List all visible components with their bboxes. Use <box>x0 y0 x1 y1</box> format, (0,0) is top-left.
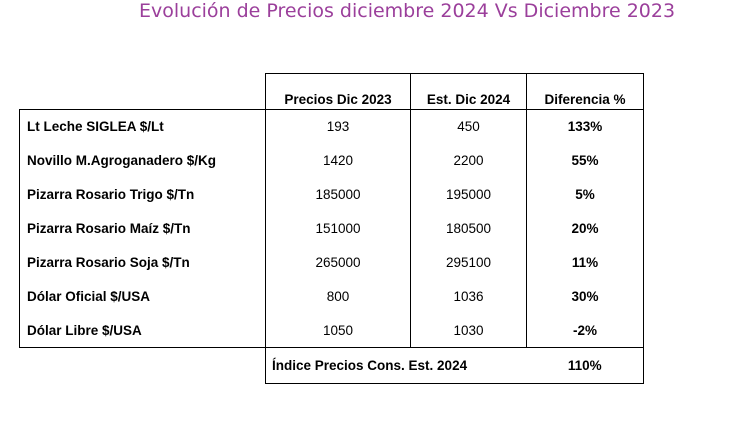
row-label: Dólar Libre $/USA <box>19 313 266 348</box>
difference-cell: 30% <box>526 279 644 314</box>
price-2024-cell: 1036 <box>410 279 527 314</box>
price-2024-cell: 2200 <box>410 143 527 178</box>
table-row: Pizarra Rosario Maíz $/Tn 151000 180500 … <box>19 211 644 246</box>
price-2024-cell: 195000 <box>410 177 527 212</box>
price-2023-cell: 800 <box>265 279 411 314</box>
page-title: Evolución de Precios diciembre 2024 Vs D… <box>139 0 676 22</box>
price-comparison-table: Precios Dic 2023 Est. Dic 2024 Diferenci… <box>19 73 644 384</box>
cpi-value: 110% <box>526 347 644 384</box>
footer-blank-cell <box>20 348 266 384</box>
cpi-label: Índice Precios Cons. Est. 2024 <box>265 347 527 384</box>
price-2024-cell: 295100 <box>410 245 527 280</box>
header-prices-2023: Precios Dic 2023 <box>265 73 411 110</box>
difference-cell: 5% <box>526 177 644 212</box>
price-2023-cell: 151000 <box>265 211 411 246</box>
table-row: Pizarra Rosario Trigo $/Tn 185000 195000… <box>19 177 644 212</box>
difference-cell: -2% <box>526 313 644 348</box>
price-2024-cell: 180500 <box>410 211 527 246</box>
table-footer-row: Índice Precios Cons. Est. 2024 110% <box>20 347 644 384</box>
row-label: Pizarra Rosario Trigo $/Tn <box>19 177 266 212</box>
table-header-row: Precios Dic 2023 Est. Dic 2024 Diferenci… <box>20 73 644 110</box>
header-est-2024: Est. Dic 2024 <box>410 73 527 110</box>
table-row: Dólar Oficial $/USA 800 1036 30% <box>19 279 644 314</box>
price-2024-cell: 1030 <box>410 313 527 348</box>
row-label: Novillo M.Agroganadero $/Kg <box>19 143 266 178</box>
row-label: Lt Leche SIGLEA $/Lt <box>19 109 266 144</box>
price-2023-cell: 185000 <box>265 177 411 212</box>
row-label: Pizarra Rosario Maíz $/Tn <box>19 211 266 246</box>
header-blank-cell <box>20 74 266 110</box>
price-2023-cell: 1050 <box>265 313 411 348</box>
difference-cell: 20% <box>526 211 644 246</box>
price-2023-cell: 193 <box>265 109 411 144</box>
price-2023-cell: 1420 <box>265 143 411 178</box>
table-row: Lt Leche SIGLEA $/Lt 193 450 133% <box>19 109 644 144</box>
difference-cell: 11% <box>526 245 644 280</box>
table-row: Novillo M.Agroganadero $/Kg 1420 2200 55… <box>19 143 644 178</box>
price-2024-cell: 450 <box>410 109 527 144</box>
table-row: Pizarra Rosario Soja $/Tn 265000 295100 … <box>19 245 644 280</box>
header-difference: Diferencia % <box>526 73 644 110</box>
row-label: Dólar Oficial $/USA <box>19 279 266 314</box>
difference-cell: 133% <box>526 109 644 144</box>
price-2023-cell: 265000 <box>265 245 411 280</box>
difference-cell: 55% <box>526 143 644 178</box>
table-row: Dólar Libre $/USA 1050 1030 -2% <box>19 313 644 348</box>
row-label: Pizarra Rosario Soja $/Tn <box>19 245 266 280</box>
